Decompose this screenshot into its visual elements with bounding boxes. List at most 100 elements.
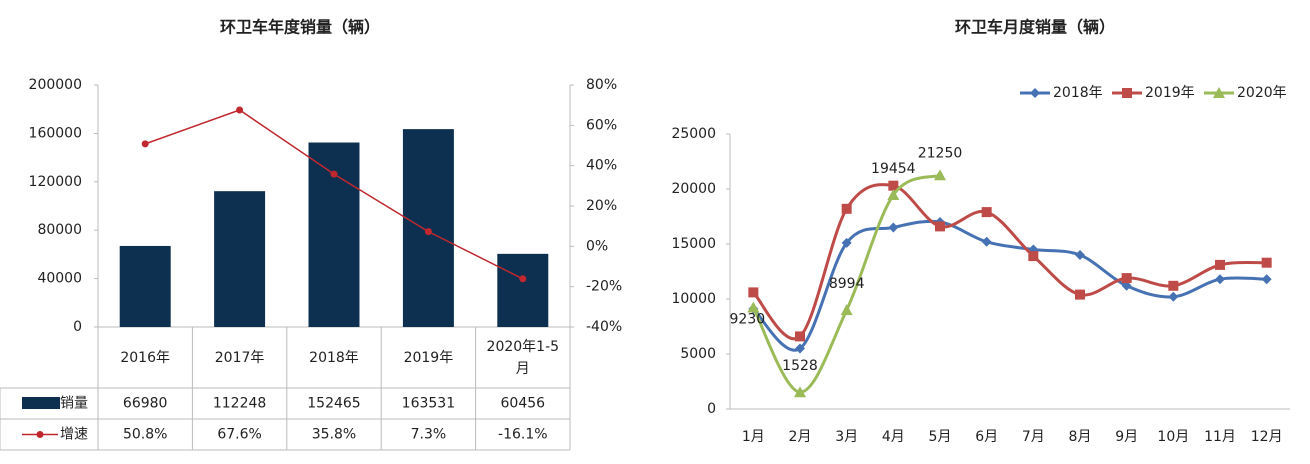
y-tick-label: 5000 xyxy=(680,346,716,362)
table-value: 66980 xyxy=(123,396,168,412)
bar xyxy=(402,129,454,327)
marker xyxy=(1261,274,1272,285)
legend-key xyxy=(22,397,60,409)
marker xyxy=(1030,88,1040,98)
data-label: 9230 xyxy=(730,311,766,327)
marker xyxy=(1122,88,1132,98)
marker xyxy=(236,106,244,114)
marker xyxy=(795,331,805,342)
x-tick-label: 9月 xyxy=(1115,429,1138,445)
marker xyxy=(981,207,992,218)
marker xyxy=(519,275,527,283)
marker xyxy=(424,228,432,236)
legend-label: 2018年 xyxy=(1053,85,1103,101)
x-tick-label: 7月 xyxy=(1022,429,1045,445)
y-tick-label: 80000 xyxy=(37,222,82,238)
x-tick-label: 2月 xyxy=(789,429,812,445)
data-label: 21250 xyxy=(918,145,963,161)
chart-title: 环卫车年度销量（辆） xyxy=(220,18,380,37)
x-tick-label: 5月 xyxy=(929,429,952,445)
x-tick-label: 2018年 xyxy=(309,350,359,366)
y-tick-label: 120000 xyxy=(29,174,82,190)
marker xyxy=(1121,273,1132,284)
marker xyxy=(888,222,899,233)
y-tick-label: 25000 xyxy=(671,126,716,142)
marker xyxy=(748,287,759,298)
table-value: 7.3% xyxy=(411,427,447,443)
marker xyxy=(840,304,853,316)
table-value: 163531 xyxy=(402,396,455,412)
marker xyxy=(747,301,760,313)
x-tick-label: 2017年 xyxy=(214,350,265,366)
bar xyxy=(119,245,171,327)
y-tick-label: 0 xyxy=(73,319,82,335)
legend-label: 2020年 xyxy=(1237,85,1287,101)
marker xyxy=(1168,280,1179,291)
table-value: 35.8% xyxy=(312,427,356,443)
category-cell: 2019年 xyxy=(403,350,454,366)
category-cell: 2016年 xyxy=(120,350,170,366)
category-cell: 2017年 xyxy=(214,350,265,366)
bar xyxy=(308,142,360,327)
table-value: -16.1% xyxy=(498,427,548,443)
x-tick-label: 11月 xyxy=(1204,429,1236,445)
x-tick-label: 2016年 xyxy=(120,350,170,366)
x-tick-label: 3月 xyxy=(835,429,858,445)
y2-tick-label: -20% xyxy=(586,279,622,295)
x-tick-label: 1月 xyxy=(742,429,765,445)
y2-tick-label: 0% xyxy=(586,238,608,254)
marker xyxy=(1261,257,1272,268)
marker xyxy=(1168,291,1179,302)
table-value: 112248 xyxy=(213,396,266,412)
marker xyxy=(1213,87,1225,98)
x-tick-label: 4月 xyxy=(882,429,905,445)
bar xyxy=(497,253,549,327)
y-tick-label: 10000 xyxy=(671,291,716,307)
y2-tick-label: 80% xyxy=(586,77,617,93)
y-tick-label: 15000 xyxy=(671,236,716,252)
legend-label: 2019年 xyxy=(1145,85,1195,101)
marker xyxy=(981,236,992,247)
category-cell: 2020年1-5月 xyxy=(487,339,560,377)
y-tick-label: 0 xyxy=(707,401,716,417)
y-tick-label: 200000 xyxy=(29,77,82,93)
legend-label: 增速 xyxy=(60,427,88,443)
legend-key xyxy=(36,431,44,438)
data-label: 19454 xyxy=(871,161,916,177)
y2-tick-label: -40% xyxy=(586,319,622,335)
x-tick-label: 10月 xyxy=(1157,429,1189,445)
data-label: 1528 xyxy=(782,358,818,374)
legend-label: 销量 xyxy=(60,396,88,412)
marker xyxy=(934,169,946,181)
table-value: 50.8% xyxy=(123,427,167,443)
y2-tick-label: 40% xyxy=(586,158,617,174)
y-tick-label: 160000 xyxy=(29,125,82,141)
table-value: 67.6% xyxy=(217,427,261,443)
bar xyxy=(214,191,266,327)
marker xyxy=(1075,289,1085,300)
x-tick-label: 12月 xyxy=(1251,429,1283,445)
marker xyxy=(1215,259,1225,270)
marker xyxy=(1075,250,1085,260)
marker xyxy=(888,180,899,191)
marker xyxy=(795,343,805,354)
y2-tick-label: 60% xyxy=(586,117,617,133)
table-value: 60456 xyxy=(501,396,546,412)
marker xyxy=(841,237,852,248)
marker xyxy=(330,170,338,178)
x-tick-label: 2019年 xyxy=(403,350,454,366)
y2-tick-label: 20% xyxy=(586,198,617,214)
marker xyxy=(935,221,945,232)
chart-title: 环卫车月度销量（辆） xyxy=(955,18,1115,37)
data-label: 8994 xyxy=(829,276,865,292)
marker xyxy=(887,189,900,201)
y-tick-label: 20000 xyxy=(671,181,716,197)
marker xyxy=(841,203,852,214)
y-tick-label: 40000 xyxy=(37,271,82,287)
x-tick-label: 8月 xyxy=(1069,429,1092,445)
marker xyxy=(1215,274,1225,285)
table-value: 152465 xyxy=(307,396,360,412)
